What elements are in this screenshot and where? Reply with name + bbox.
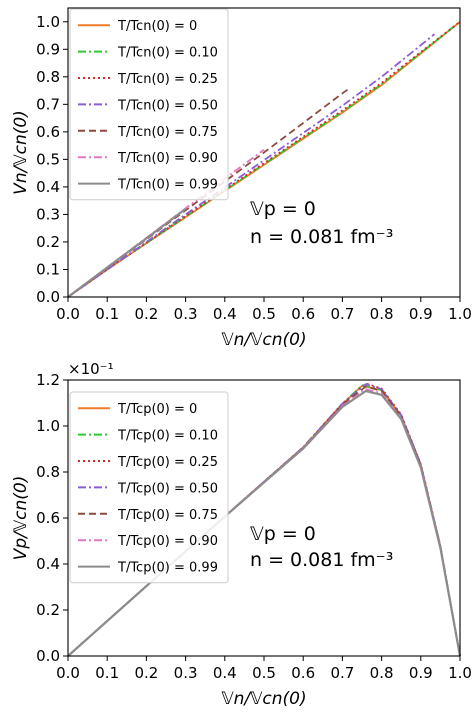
- annotation-2: n = 0.081 fm⁻³: [250, 226, 393, 248]
- legend-entry: T/Tcn(0) = 0: [117, 19, 197, 34]
- y-tick-label: 0.1: [36, 260, 60, 278]
- x-tick-label: 0.4: [213, 305, 237, 323]
- series-line-6: [67, 148, 265, 298]
- annotation-2: n = 0.081 fm⁻³: [250, 549, 393, 571]
- y-tick-label: 0.6: [36, 509, 60, 527]
- x-tick-label: 0.8: [370, 664, 394, 682]
- legend-entry: T/Tcn(0) = 0.50: [117, 98, 218, 113]
- x-tick-label: 0.5: [252, 305, 276, 323]
- x-tick-label: 0.7: [330, 664, 354, 682]
- y-axis-label: Vn/𝕍cn(0): [11, 110, 31, 195]
- x-tick-label: 0.1: [95, 305, 119, 323]
- y-tick-label: 0.4: [36, 178, 60, 196]
- x-tick-label: 1.0: [448, 305, 472, 323]
- legend-entry: T/Tcp(0) = 0.75: [117, 508, 218, 523]
- series-line-3: [67, 21, 461, 298]
- x-tick-label: 0.7: [330, 305, 354, 323]
- x-tick-label: 0.4: [213, 664, 237, 682]
- y-axis-label: Vp/𝕍cn(0): [11, 476, 31, 561]
- x-axis-label: 𝕍n/𝕍cn(0): [221, 689, 306, 709]
- x-tick-label: 0.3: [174, 664, 198, 682]
- legend-entry: T/Tcn(0) = 0.99: [117, 178, 218, 193]
- x-tick-label: 0.8: [370, 305, 394, 323]
- y-tick-label: 0.0: [36, 288, 60, 306]
- y-tick-label: 1.0: [36, 417, 60, 435]
- x-tick-label: 0.3: [174, 305, 198, 323]
- y-tick-label: 0.9: [36, 40, 60, 58]
- y-tick-label: 0.8: [36, 463, 60, 481]
- legend-entry: T/Tcn(0) = 0.75: [117, 125, 218, 140]
- annotation-1: 𝕍p = 0: [250, 198, 316, 220]
- legend-entry: T/Tcp(0) = 0.50: [117, 481, 218, 496]
- legend-entry: T/Tcn(0) = 0.10: [117, 46, 218, 61]
- legend-entry: T/Tcp(0) = 0: [117, 402, 197, 417]
- x-tick-label: 0.0: [56, 664, 80, 682]
- x-tick-label: 0.9: [409, 664, 433, 682]
- y-tick-label: 0.2: [36, 601, 60, 619]
- legend-entry: T/Tcp(0) = 0.90: [117, 534, 218, 549]
- y-tick-label: 0.6: [36, 123, 60, 141]
- x-tick-label: 0.2: [134, 664, 158, 682]
- legend-entry: T/Tcp(0) = 0.10: [117, 429, 218, 444]
- y-tick-label: 0.0: [36, 647, 60, 665]
- y-tick-label: 1.0: [36, 13, 60, 31]
- annotation-1: 𝕍p = 0: [250, 523, 316, 545]
- series-line-7: [67, 208, 187, 298]
- x-tick-label: 0.6: [291, 305, 315, 323]
- legend: T/Tcn(0) = 0 T/Tcn(0) = 0.10 T/Tcn(0) = 0.…: [69, 8, 229, 201]
- legend-entry: T/Tcn(0) = 0.90: [117, 151, 218, 166]
- x-tick-label: 0.6: [291, 664, 315, 682]
- legend: T/Tcp(0) = 0 T/Tcp(0) = 0.10 T/Tcp(0) = 0.…: [69, 391, 229, 584]
- legend-entry: T/Tcn(0) = 0.25: [117, 72, 218, 87]
- x-tick-label: 0.0: [56, 305, 80, 323]
- y-tick-label: 0.4: [36, 555, 60, 573]
- x-tick-label: 1.0: [448, 664, 472, 682]
- x-tick-label: 0.9: [409, 305, 433, 323]
- y-tick-label: 0.3: [36, 205, 60, 223]
- y-tick-label: 0.5: [36, 150, 60, 168]
- y-tick-label: 0.8: [36, 68, 60, 86]
- x-tick-label: 0.1: [95, 664, 119, 682]
- legend-entry: T/Tcp(0) = 0.99: [117, 561, 218, 576]
- y-tick-label: 1.2: [36, 371, 60, 389]
- x-tick-label: 0.5: [252, 664, 276, 682]
- y-tick-label: 0.2: [36, 233, 60, 251]
- y-tick-label: 0.7: [36, 95, 60, 113]
- legend-entry: T/Tcp(0) = 0.25: [117, 455, 218, 470]
- chart-panel-2: 0.0 0.1 0.2 0.3 0.4 0.5 0.6 0.7 0.8 0.9 1.0 0.0 0.2 0…: [11, 360, 472, 709]
- x-tick-label: 0.2: [134, 305, 158, 323]
- series-line-5: [67, 87, 351, 298]
- legend-box: [69, 391, 229, 584]
- x-axis-label: 𝕍n/𝕍cn(0): [221, 330, 306, 350]
- y-offset-text: ×10⁻¹: [68, 360, 114, 378]
- chart-panel-1: 0.0 0.1 0.2 0.3 0.4 0.5 0.6 0.7 0.8 0.9 1.0 0.0 0.1 0…: [11, 7, 472, 350]
- legend-box: [69, 8, 229, 201]
